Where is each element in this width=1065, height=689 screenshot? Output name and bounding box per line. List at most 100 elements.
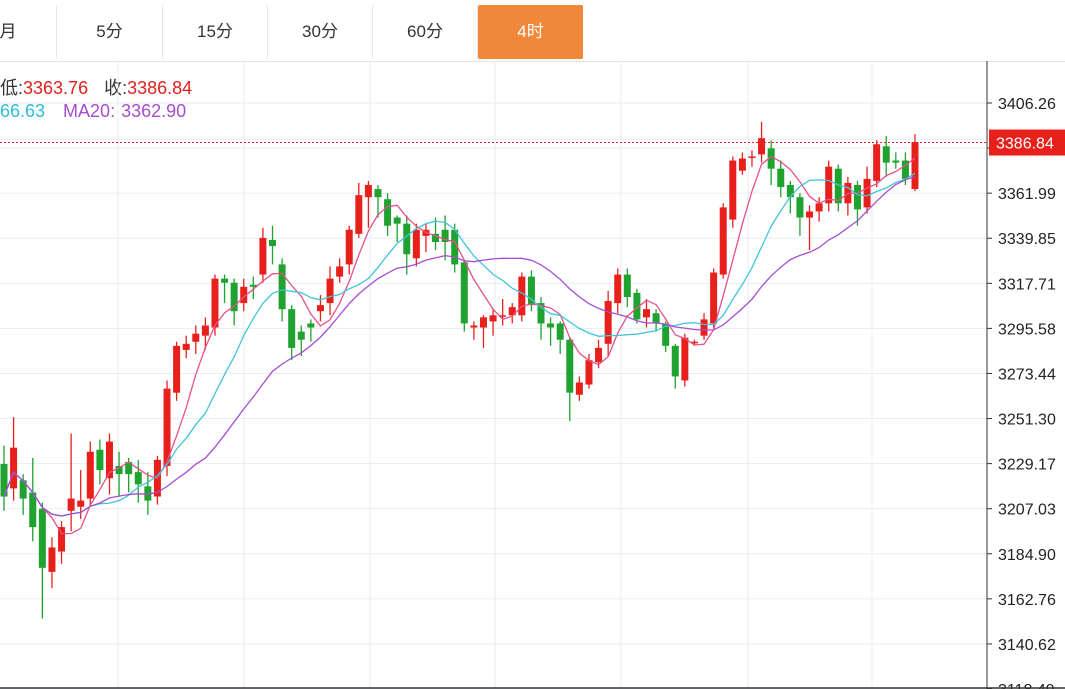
candle-body xyxy=(777,168,785,188)
candle-body xyxy=(585,360,593,385)
y-axis-tick-label: 3162.76 xyxy=(998,592,1056,609)
candle-body xyxy=(892,160,900,163)
candle-body xyxy=(825,166,833,204)
candle-body xyxy=(412,229,420,259)
price-stats: 低:3363.76 收:3386.84 66.63 MA20: 3362.90 xyxy=(0,70,980,126)
candle-body xyxy=(604,301,612,344)
candle-body xyxy=(441,229,449,243)
candle-body xyxy=(470,325,478,328)
ma10-line xyxy=(3,172,916,517)
low-label: 低: xyxy=(0,78,24,98)
candle-body xyxy=(38,508,46,568)
candle-body xyxy=(336,266,344,277)
candle-body xyxy=(259,237,267,275)
y-axis-tick-label: 3406.26 xyxy=(998,96,1056,113)
close-value: 3386.84 xyxy=(127,78,193,98)
candle-body xyxy=(249,284,257,287)
period-tabs: 月 5分 15分 30分 60分 4时 xyxy=(0,0,1065,62)
candle-body xyxy=(690,341,698,344)
candle-body xyxy=(48,547,56,572)
candle-body xyxy=(700,319,708,336)
y-axis-tick-label: 3207.03 xyxy=(998,502,1056,519)
ma10-value: 66.63 xyxy=(0,101,46,121)
candle-body xyxy=(163,388,171,466)
tab-5min[interactable]: 5分 xyxy=(57,5,163,59)
stats-row-ohlc: 低:3363.76 收:3386.84 xyxy=(0,74,192,100)
tab-30min[interactable]: 30分 xyxy=(268,5,373,59)
candle-body xyxy=(364,184,372,198)
y-axis-tick-label: 3118.49 xyxy=(998,682,1055,689)
candle-body xyxy=(595,347,603,363)
candle-body xyxy=(10,447,18,489)
candle-body xyxy=(451,229,459,265)
candle-body xyxy=(911,142,919,190)
ma5-line xyxy=(3,155,916,535)
candle-body xyxy=(403,223,411,255)
stats-row-ma: 66.63 MA20: 3362.90 xyxy=(0,101,186,122)
candle-body xyxy=(738,158,746,171)
candle-body xyxy=(67,498,75,511)
ma20-value: 3362.90 xyxy=(121,101,187,121)
y-axis-tick-label: 3317.71 xyxy=(998,276,1056,293)
low-value: 3363.76 xyxy=(23,78,89,98)
candle-body xyxy=(652,313,660,324)
candle-body xyxy=(729,160,737,220)
candle-body xyxy=(681,337,689,381)
candle-body xyxy=(556,323,564,340)
candle-body xyxy=(173,345,181,393)
candle-body xyxy=(0,463,8,497)
candle-body xyxy=(432,233,440,243)
candle-body xyxy=(77,500,85,507)
candle-body xyxy=(221,278,229,283)
candle-body xyxy=(499,315,507,317)
tab-month[interactable]: 月 xyxy=(0,5,57,59)
candle-body xyxy=(882,146,890,163)
candle-body xyxy=(527,276,535,306)
tab-4hour[interactable]: 4时 xyxy=(478,5,583,59)
y-axis-tick-label: 3339.85 xyxy=(998,231,1056,248)
candle-body xyxy=(815,203,823,212)
candle-body xyxy=(144,486,152,501)
candle-body xyxy=(575,382,583,395)
y-axis-tick-label: 3184.90 xyxy=(998,547,1056,564)
candle-body xyxy=(288,309,296,348)
ma20-line xyxy=(3,175,916,517)
last-price-label: 3386.84 xyxy=(996,136,1054,153)
candle-body xyxy=(547,323,555,328)
candle-body xyxy=(460,262,468,324)
candle-body xyxy=(710,272,718,324)
candle-body xyxy=(125,461,133,475)
candle-body xyxy=(115,465,123,475)
candle-body xyxy=(355,195,363,234)
candle-body xyxy=(134,472,142,485)
y-axis-tick-label: 3273.44 xyxy=(998,366,1056,383)
candle-body xyxy=(796,197,804,218)
candle-body xyxy=(105,441,113,479)
candle-body xyxy=(240,286,248,304)
candle-body xyxy=(489,315,497,322)
candle-body xyxy=(19,480,27,499)
candle-body xyxy=(518,276,526,316)
tab-60min[interactable]: 60分 xyxy=(373,5,478,59)
candlestick-chart: 3406.263384.123361.993339.853317.713295.… xyxy=(0,61,1065,689)
candle-body xyxy=(806,211,814,218)
candle-body xyxy=(29,492,37,528)
candle-body xyxy=(758,138,766,155)
candle-body xyxy=(307,323,315,328)
tab-15min[interactable]: 15分 xyxy=(163,5,268,59)
candle-body xyxy=(326,278,334,304)
candle-body xyxy=(201,325,209,336)
candle-body xyxy=(786,184,794,198)
candle-body xyxy=(96,449,104,471)
candle-body xyxy=(853,184,861,210)
candle-body xyxy=(182,343,190,350)
candle-body xyxy=(633,292,641,320)
candle-body xyxy=(86,451,94,499)
close-label: 收: xyxy=(104,78,128,98)
candle-body xyxy=(508,307,516,316)
candle-body xyxy=(479,317,487,328)
candle-body xyxy=(614,274,622,304)
candle-body xyxy=(767,148,775,169)
candle-body xyxy=(873,144,881,181)
candle-body xyxy=(863,178,871,208)
